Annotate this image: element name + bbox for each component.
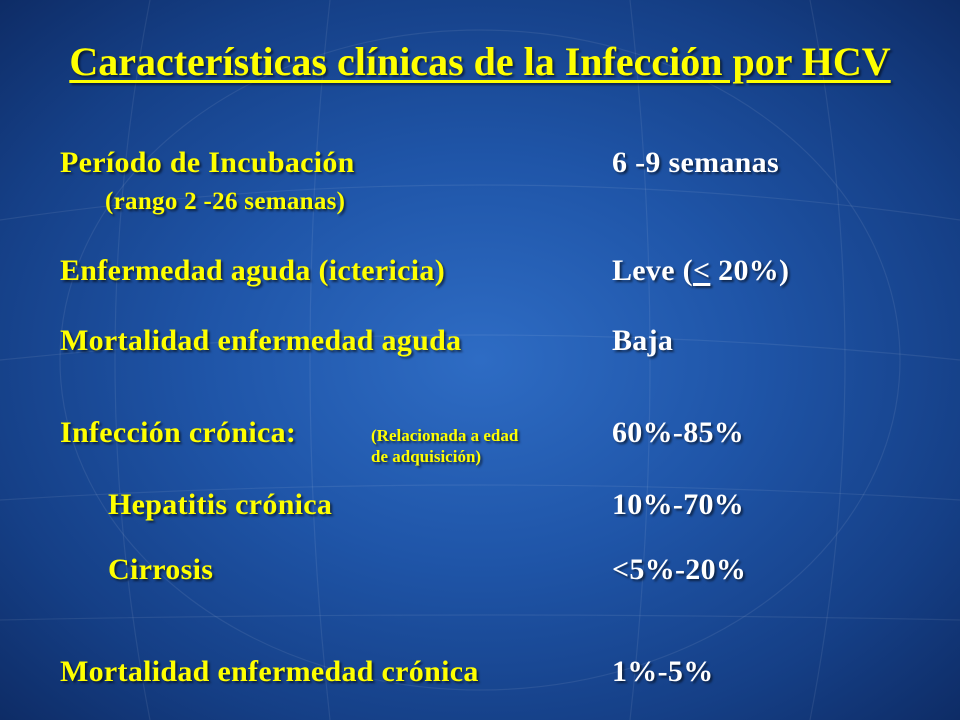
label-chronic-hepatitis: Hepatitis crónica [108,488,333,521]
value-chronic-mortality: 1%-5% [612,655,714,688]
value-cirrhosis: <5%-20% [612,553,747,586]
value-acute-mortality: Baja [612,324,674,357]
note-line-1: (Relacionada a edad [371,426,519,445]
value-acute-disease: Leve (< 20%) [612,254,789,288]
label-acute-mortality: Mortalidad enfermedad aguda [60,324,462,357]
label-incubation-period: Período de Incubación [60,146,355,179]
value-acute-leq-sign: < [692,254,711,287]
label-chronic-mortality: Mortalidad enfermedad crónica [60,655,479,688]
slide-title: Características clínicas de la Infección… [69,39,891,84]
label-chronic-infection: Infección crónica: [60,416,297,449]
value-acute-prefix: Leve ( [612,254,693,287]
note-age-of-acquisition: (Relacionada a edad de adquisición) [371,425,518,467]
label-acute-disease: Enfermedad aguda (ictericia) [60,254,445,287]
label-cirrhosis: Cirrosis [108,553,214,586]
value-chronic-infection: 60%-85% [612,416,745,449]
label-incubation-range: (rango 2 -26 semanas) [105,188,346,215]
note-line-2: de adquisición) [371,447,482,466]
value-acute-suffix: 20%) [710,254,790,287]
value-chronic-hepatitis: 10%-70% [612,488,745,521]
value-incubation-period: 6 -9 semanas [612,146,779,179]
